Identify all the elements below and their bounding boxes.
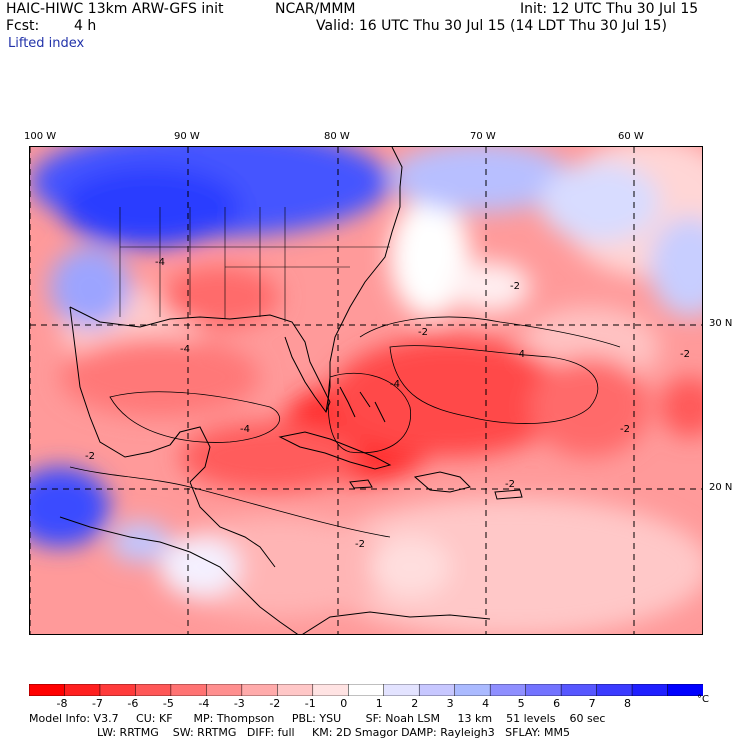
lon-label-90w: 90 W — [174, 131, 200, 142]
model-info-line2: LW: RRTMG SW: RRTMG DIFF: full KM: 2D Sm… — [97, 726, 570, 739]
field-name: Lifted index — [8, 36, 85, 51]
colorbar-swatch — [418, 683, 456, 697]
colorbar-tick-label: 1 — [375, 697, 383, 710]
contour-label: -2 — [505, 479, 515, 490]
contour-lines — [69, 316, 621, 538]
colorbar-swatches — [28, 683, 704, 697]
init-time: Init: 12 UTC Thu 30 Jul 15 — [520, 1, 699, 17]
colorbar-tick-label: -8 — [56, 697, 68, 710]
coastlines — [59, 147, 523, 634]
lon-label-60w: 60 W — [618, 131, 644, 142]
colorbar-tick-label: -6 — [127, 697, 139, 710]
colorbar-swatch — [560, 683, 598, 697]
contour-label: -4 — [240, 424, 250, 435]
colorbar-swatch — [241, 683, 279, 697]
organization: NCAR/MMM — [275, 1, 356, 17]
contour-label: -2 — [510, 281, 520, 292]
colorbar-tick-label: -1 — [304, 697, 316, 710]
lon-label-70w: 70 W — [470, 131, 496, 142]
colorbar-swatch — [277, 683, 314, 697]
colorbar-swatch — [28, 683, 66, 697]
colorbar-tick-label: -5 — [162, 697, 174, 710]
model-title: HAIC-HIWC 13km ARW-GFS init — [6, 1, 224, 17]
colorbar-swatch — [206, 683, 243, 697]
forecast-hour: 4 h — [74, 18, 97, 34]
contour-label: -2 — [355, 539, 365, 550]
valid-time: Valid: 16 UTC Thu 30 Jul 15 (14 LDT Thu … — [316, 18, 667, 34]
model-info-line1: Model Info: V3.7 CU: KF MP: Thompson PBL… — [29, 712, 606, 725]
lat-label-20n: 20 N — [709, 482, 733, 493]
colorbar-swatch — [454, 683, 491, 697]
contour-label: -2 — [85, 451, 95, 462]
colorbar-swatch — [312, 683, 350, 697]
contour-label: -2 — [418, 327, 428, 338]
lon-label-80w: 80 W — [324, 131, 350, 142]
colorbar-swatch — [64, 683, 101, 697]
colorbar-swatch — [170, 683, 208, 697]
lon-label-100w: 100 W — [24, 131, 57, 142]
colorbar-tick-label: -4 — [198, 697, 210, 710]
contour-label: -4 — [155, 257, 165, 268]
colorbar-swatch — [525, 683, 562, 697]
colorbar-swatch — [489, 683, 527, 697]
colorbar-swatch — [135, 683, 172, 697]
colorbar-tick-label: 3 — [446, 697, 454, 710]
colorbar-tick-label: 0 — [340, 697, 348, 710]
colorbar-swatch — [596, 683, 633, 697]
colorbar-tick-label: 8 — [624, 697, 632, 710]
colorbar-swatch — [631, 683, 669, 697]
colorbar-swatch — [383, 683, 420, 697]
colorbar-tick-label: 7 — [588, 697, 596, 710]
colorbar-tick-label: -3 — [233, 697, 245, 710]
contour-label: -4 — [390, 379, 400, 390]
colorbar-tick-label: -2 — [269, 697, 281, 710]
forecast-label: Fcst: — [6, 18, 40, 34]
lifted-index-map: -4 -4 -4 -4 -2 -2 -2 -2 -2 -4 -2 -2 — [29, 146, 703, 635]
colorbar-swatch — [348, 683, 385, 697]
colorbar-unit: °C — [697, 694, 709, 705]
colorbar-tick-label: 5 — [517, 697, 525, 710]
colorbar-tick-label: 2 — [411, 697, 419, 710]
colorbar-tick-label: 4 — [482, 697, 490, 710]
colorbar-tick-label: 6 — [553, 697, 561, 710]
lat-label-30n: 30 N — [709, 318, 733, 329]
map-canvas: -4 -4 -4 -4 -2 -2 -2 -2 -2 -4 -2 -2 — [30, 147, 702, 634]
contour-label: -4 — [180, 344, 190, 355]
contour-label: -2 — [620, 424, 630, 435]
lat-lon-grid — [30, 147, 702, 634]
colorbar-swatch — [99, 683, 137, 697]
contour-label: -2 — [680, 349, 690, 360]
colorbar — [28, 681, 704, 700]
colorbar-tick-label: -7 — [91, 697, 103, 710]
